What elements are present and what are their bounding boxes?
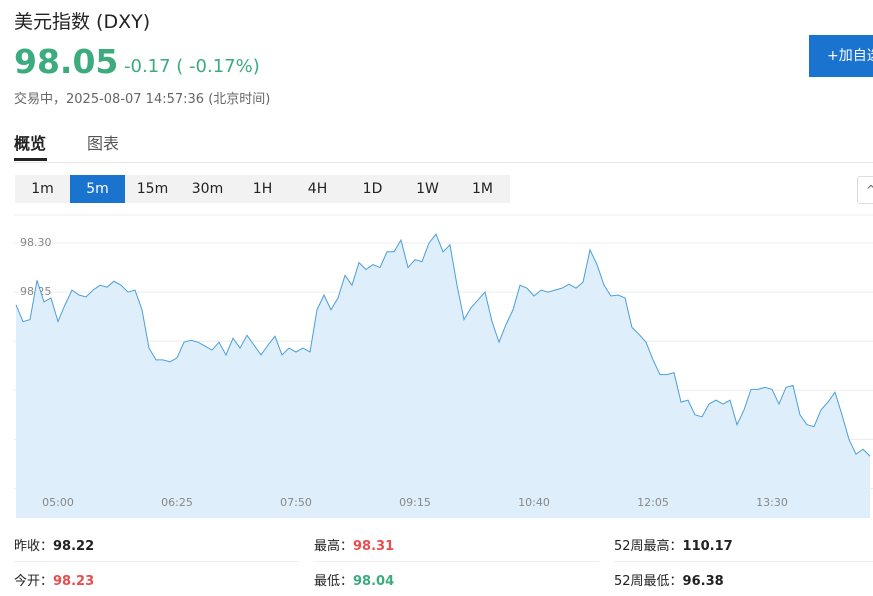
timeframe-button[interactable]: 15m <box>136 181 169 197</box>
timeframe-button[interactable]: 4H <box>307 181 328 197</box>
stat: 昨收：98.22 <box>14 535 94 554</box>
x-tick-label: 05:00 <box>42 496 74 509</box>
title: 美元指数 (DXY) <box>14 11 151 33</box>
x-tick-label: 10:40 <box>518 496 550 509</box>
divider <box>614 561 873 562</box>
stat: 最低：98.04 <box>314 570 394 589</box>
timeframe-button[interactable]: 1H <box>252 181 273 197</box>
timeframe-button[interactable]: 1D <box>362 181 383 197</box>
chart: 98.3098.2598.2098.1598.1098.0505:0006:25… <box>14 214 873 518</box>
stat-label: 最高： <box>314 539 354 554</box>
timeframe-button[interactable]: 1M <box>472 181 493 197</box>
x-tick-label: 12:05 <box>637 496 669 509</box>
line <box>15 233 871 457</box>
stat-label: 今开： <box>14 574 54 589</box>
price: 98.05 <box>14 42 119 81</box>
stat-label: 昨收： <box>14 539 54 554</box>
timeframe-button[interactable]: 5m <box>70 175 125 203</box>
status: 交易中，2025-08-07 14:57:36 (北京时间) <box>14 92 271 107</box>
stat-value: 98.31 <box>353 539 395 554</box>
timeframe-button[interactable]: 1m <box>31 181 54 197</box>
tab[interactable]: 概览 <box>14 134 47 153</box>
stat-value: 98.22 <box>53 539 95 554</box>
tab-underline <box>14 158 47 161</box>
x-tick-label: 13:30 <box>756 496 788 509</box>
stat-value: 110.17 <box>682 539 733 554</box>
stat: 今开：98.23 <box>14 570 94 589</box>
stat-value: 96.38 <box>682 574 724 589</box>
stat: 52周最高：110.17 <box>614 535 733 554</box>
stat: 52周最低：96.38 <box>614 570 724 589</box>
stat-value: 98.23 <box>53 574 95 589</box>
timeframe-button[interactable]: 1W <box>416 181 439 197</box>
stat-label: 52周最高： <box>614 539 683 554</box>
area <box>16 234 870 518</box>
x-tick-label: 06:25 <box>161 496 193 509</box>
stat-label: 52周最低： <box>614 574 683 589</box>
add-watchlist-button[interactable]: +加自选 <box>809 35 873 77</box>
change: -0.17 ( -0.17%) <box>124 56 260 77</box>
stat-label: 最低： <box>314 574 354 589</box>
stat: 最高：98.31 <box>314 535 394 554</box>
tab[interactable]: 图表 <box>87 134 120 153</box>
y-tick-label: 98.30 <box>20 236 52 249</box>
divider <box>314 561 599 562</box>
timeframe-button[interactable]: 30m <box>191 181 224 197</box>
stat-value: 98.04 <box>353 574 395 589</box>
divider <box>14 561 299 562</box>
divider <box>14 162 873 163</box>
x-tick-label: 09:15 <box>399 496 431 509</box>
collapse-button[interactable]: ^ <box>857 176 873 204</box>
x-tick-label: 07:50 <box>280 496 312 509</box>
